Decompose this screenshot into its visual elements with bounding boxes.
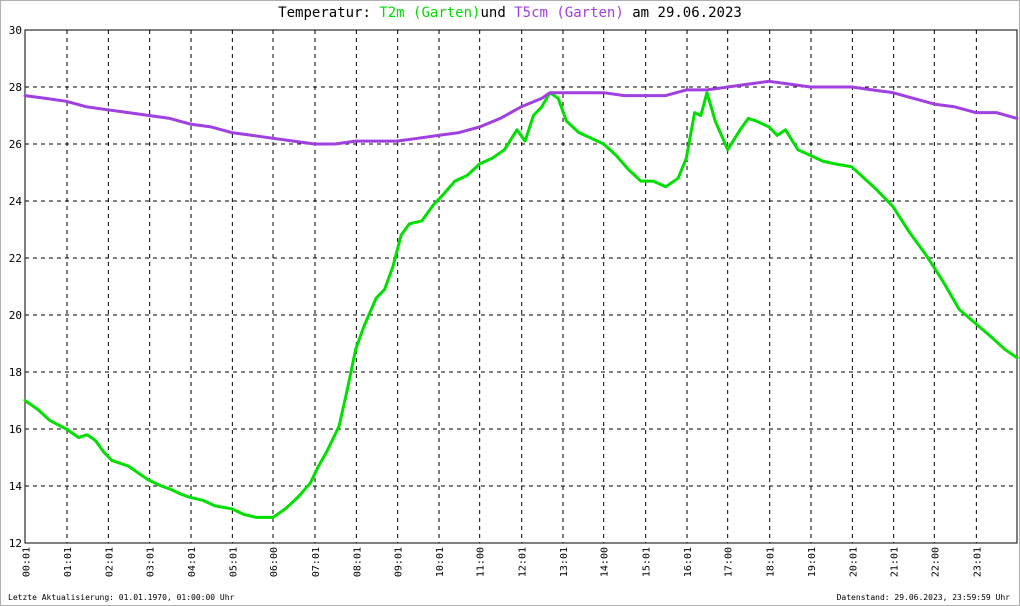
title-suffix: am 29.06.2023 [632,5,742,21]
x-tick-label: 12:01 [518,547,529,577]
y-tick-label: 22 [9,252,22,265]
x-tick-label: 05:01 [228,547,239,577]
series-lines [23,79,1019,519]
x-tick-label: 10:01 [435,547,446,577]
x-tick-label: 16:01 [683,547,694,577]
x-tick-label: 09:01 [394,547,405,577]
x-tick-label: 01:01 [63,547,74,577]
x-tick-label: 17:00 [724,547,735,577]
y-tick-label: 30 [9,24,22,37]
x-tick-label: 21:01 [890,547,901,577]
x-tick-label: 06:00 [269,547,280,577]
y-tick-label: 16 [9,423,22,436]
series-line-t2m [23,91,1019,519]
series-line-t5cm [23,79,1019,146]
y-tick-label: 24 [9,195,23,208]
x-tick-label: 08:01 [352,547,363,577]
y-tick-label: 28 [9,81,22,94]
x-tick-label: 15:01 [642,547,653,577]
x-tick-label: 20:01 [848,547,859,577]
x-tick-label: 02:01 [104,547,115,577]
chart-title: Temperatur: T2m (Garten)und T5cm (Garten… [0,5,1020,21]
x-axis-ticks: 00:01 01:01 02:01 03:01 04:01 05:01 06:00 07:01… [22,547,984,577]
y-tick-label: 12 [9,537,22,550]
title-prefix: Temperatur: [278,5,371,21]
footer-last-update: Letzte Aktualisierung: 01.01.1970, 01:00… [8,593,235,602]
y-tick-label: 18 [9,366,22,379]
title-series-t5cm: T5cm (Garten) [514,5,624,21]
x-tick-label: 00:01 [22,547,33,577]
y-tick-label: 20 [9,309,22,322]
title-series-t2m: T2m (Garten) [379,5,481,21]
x-tick-label: 13:01 [559,547,570,577]
footer-data-status: Datenstand: 29.06.2023, 23:59:59 Uhr [836,593,1010,602]
x-tick-label: 11:00 [476,547,487,577]
x-tick-label: 07:01 [311,547,322,577]
x-tick-label: 18:01 [766,547,777,577]
title-middle: und [480,5,506,21]
x-tick-label: 03:01 [146,547,157,577]
x-tick-label: 23:01 [972,547,983,577]
grid-lines [25,30,1017,543]
y-axis-ticks: 12 14 16 18 20 22 24 26 28 30 [9,24,23,550]
x-tick-label: 04:01 [187,547,198,577]
x-tick-label: 19:01 [807,547,818,577]
plot-border [24,29,1018,544]
y-tick-label: 26 [9,138,22,151]
x-tick-label: 14:00 [600,547,611,577]
y-tick-label: 14 [9,480,23,493]
x-tick-label: 22:00 [930,547,941,577]
